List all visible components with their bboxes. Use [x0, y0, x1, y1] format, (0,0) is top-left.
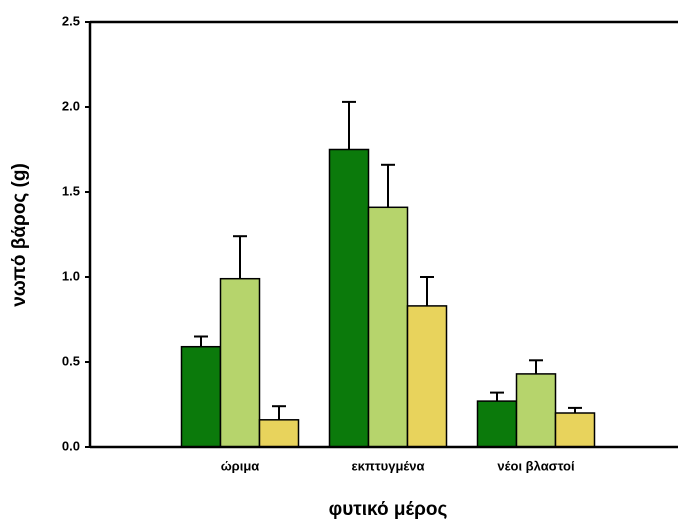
bar: [367, 206, 409, 448]
y-tick-label: 1.0: [62, 268, 80, 283]
bar: [554, 412, 596, 448]
y-tick-label: 0.0: [62, 438, 80, 453]
y-axis-label: νωπό βάρος (g): [9, 163, 30, 307]
bar: [328, 148, 370, 448]
bar: [406, 305, 448, 448]
bar: [476, 400, 518, 448]
bar: [515, 373, 557, 448]
y-tick-label: 2.0: [62, 98, 80, 113]
x-tick-label: ώριμα: [221, 458, 260, 473]
x-tick-label: νέοι βλαστοί: [497, 458, 575, 473]
y-tick-label: 0.5: [62, 353, 80, 368]
x-tick-label: εκπτυγμένα: [351, 458, 424, 473]
bar: [180, 345, 222, 448]
x-axis-label: φυτικό μέρος: [329, 499, 448, 520]
y-tick-label: 1.5: [62, 183, 80, 198]
y-tick-label: 2.5: [62, 13, 80, 28]
bar: [258, 419, 300, 448]
bar: [219, 277, 261, 448]
